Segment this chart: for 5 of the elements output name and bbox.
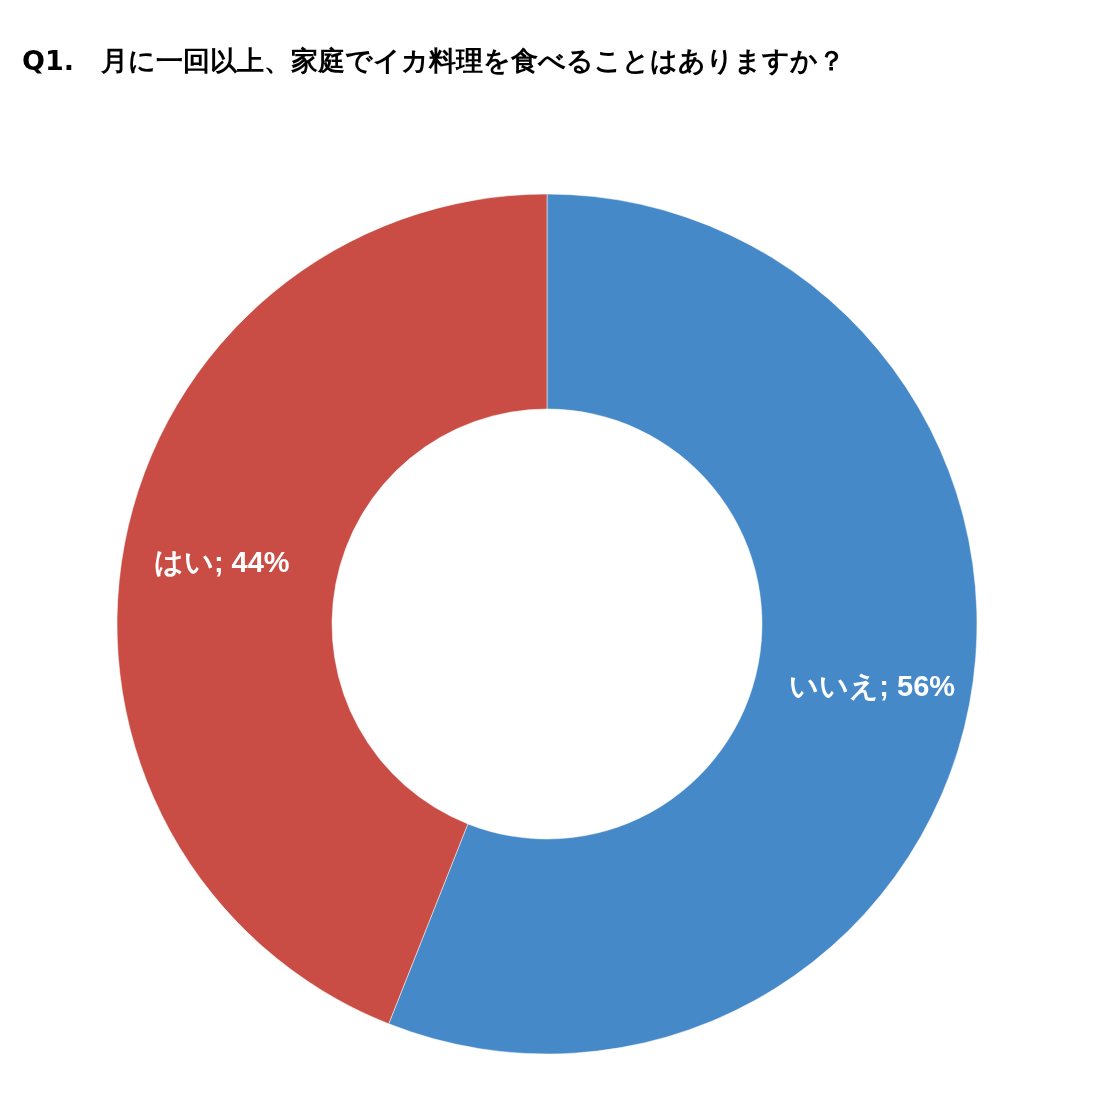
slice-label: はい [153, 545, 214, 578]
data-label: ; 44% [213, 545, 290, 578]
chart-title: Q1. 月に一回以上、家庭でイカ料理を食べることはありますか？ [22, 45, 845, 76]
data-label: ; 56% [879, 670, 956, 703]
slice-label: いいえ [789, 670, 880, 703]
